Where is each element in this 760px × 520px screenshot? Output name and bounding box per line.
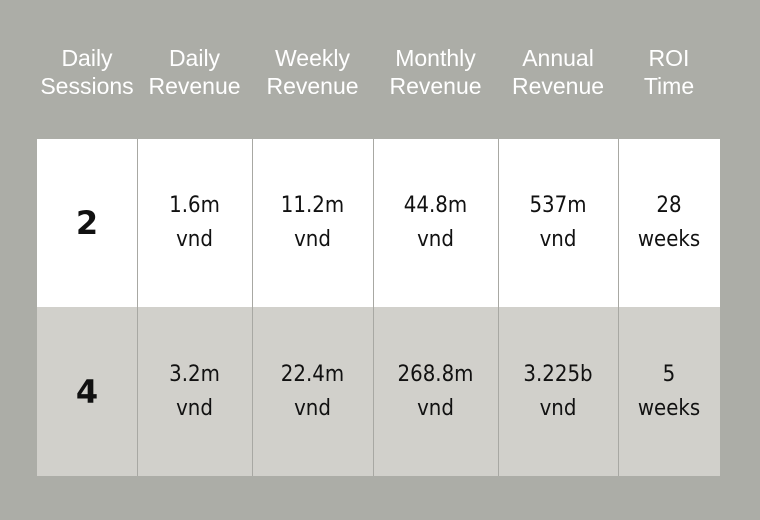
table-row: 2 1.6m vnd 11.2m vnd 44.8m vnd 537m vnd … <box>37 139 720 307</box>
cell-monthly-revenue: 44.8m vnd <box>403 193 468 252</box>
cell-roi-time: 28 weeks <box>637 193 701 252</box>
column-header-weekly-revenue: Weekly Revenue <box>266 45 359 99</box>
cell-annual-revenue: 537m vnd <box>529 193 587 252</box>
column-header-roi-time: ROI Time <box>643 45 695 99</box>
column-divider <box>618 139 619 476</box>
column-divider <box>498 139 499 476</box>
column-divider <box>137 139 138 476</box>
cell-daily-revenue: 3.2m vnd <box>169 361 220 421</box>
column-header-daily-revenue: Daily Revenue <box>148 45 241 99</box>
column-header-monthly-revenue: Monthly Revenue <box>389 45 482 99</box>
column-divider <box>373 139 374 476</box>
cell-weekly-revenue: 22.4m vnd <box>280 361 345 421</box>
column-divider <box>252 139 253 476</box>
cell-weekly-revenue: 11.2m vnd <box>280 193 345 252</box>
cell-monthly-revenue: 268.8m vnd <box>397 361 474 421</box>
cell-sessions: 4 <box>75 372 99 411</box>
column-header-daily-sessions: Daily Sessions <box>40 45 134 99</box>
cell-sessions: 2 <box>75 204 99 242</box>
table-row: 4 3.2m vnd 22.4m vnd 268.8m vnd 3.225b v… <box>37 307 720 476</box>
cell-roi-time: 5 weeks <box>637 361 701 421</box>
cell-annual-revenue: 3.225b vnd <box>523 361 593 421</box>
cell-daily-revenue: 1.6m vnd <box>169 193 220 252</box>
column-header-annual-revenue: Annual Revenue <box>511 45 605 99</box>
